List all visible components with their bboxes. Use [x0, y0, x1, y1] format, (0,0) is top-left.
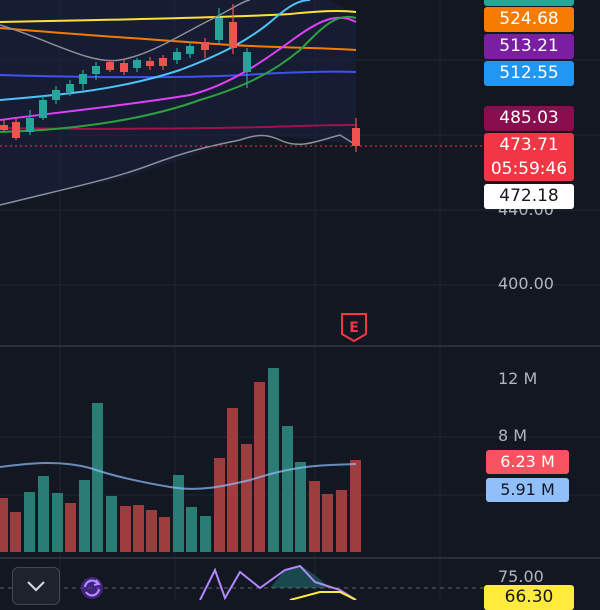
price-tag-maroon: 485.03 — [484, 106, 574, 131]
bollinger-band-fill — [0, 0, 356, 205]
volume-bar — [295, 462, 306, 552]
price-tag-green — [484, 0, 574, 6]
current-price-value: 473.71 — [499, 135, 559, 155]
volume-bar — [0, 498, 8, 552]
volume-bar — [214, 458, 225, 552]
candle-body — [186, 46, 194, 54]
volume-bar — [200, 516, 211, 552]
current-price-tag: 473.71 05:59:46 — [484, 133, 574, 181]
volume-ma-line — [0, 462, 357, 490]
bollinger-lower — [0, 134, 357, 206]
volume-series — [0, 368, 361, 552]
volume-bar — [92, 403, 103, 552]
ma-green — [0, 15, 357, 133]
volume-bar — [350, 460, 361, 552]
collapse-pane-button[interactable] — [12, 567, 60, 605]
rsi-ma-line — [289, 591, 357, 600]
moving-averages — [0, 0, 357, 206]
rsi-axis-label: 75.00 — [498, 567, 544, 586]
volume-bar — [79, 480, 90, 552]
ma-yellow — [0, 9, 357, 23]
volume-bar — [10, 512, 21, 552]
volume-bar — [186, 507, 197, 552]
price-axis-label: 400.00 — [498, 274, 554, 293]
ma-cyan — [0, 0, 311, 101]
candle-body — [201, 42, 209, 50]
candlestick-series — [0, 4, 360, 152]
volume-bar — [336, 490, 347, 552]
candle-body — [79, 74, 87, 84]
volume-bar — [38, 476, 49, 552]
candle-body — [173, 52, 181, 60]
volume-bar — [173, 475, 184, 552]
candle-body — [12, 122, 20, 138]
volume-axis-label: 8 M — [498, 426, 528, 445]
candle-body — [106, 62, 114, 70]
sync-button[interactable] — [78, 574, 106, 600]
volume-bar — [322, 494, 333, 552]
candle-body — [120, 63, 128, 72]
ma-maroon — [0, 124, 357, 130]
volume-bar — [282, 426, 293, 552]
price-tag-blue: 512.55 — [484, 61, 574, 86]
volume-bar — [159, 517, 170, 552]
earnings-marker[interactable]: E — [340, 312, 368, 343]
volume-bar — [309, 481, 320, 552]
volume-bar — [268, 368, 279, 552]
volume-axis-label: 12 M — [498, 369, 538, 388]
candle-body — [352, 128, 360, 146]
price-tag-purple: 513.21 — [484, 34, 574, 59]
price-tag-orange: 524.68 — [484, 7, 574, 32]
ma-blue — [0, 70, 357, 79]
volume-ma-value-tag: 5.91 M — [486, 478, 569, 502]
candle-body — [66, 84, 74, 92]
volume-value-tag: 6.23 M — [486, 450, 569, 474]
candle-body — [243, 52, 251, 72]
volume-bar — [146, 510, 157, 552]
candle-body — [215, 18, 223, 40]
volume-bar — [52, 493, 63, 552]
volume-bar — [106, 496, 117, 552]
volume-bar — [254, 382, 265, 552]
candle-body — [146, 61, 154, 66]
volume-bar — [227, 408, 238, 552]
candle-body — [52, 90, 60, 100]
bar-countdown: 05:59:46 — [490, 159, 568, 179]
rsi-line — [199, 564, 357, 600]
candle-body — [159, 58, 167, 66]
volume-bar — [65, 503, 76, 552]
ma-orange — [0, 27, 357, 51]
candle-body — [0, 125, 8, 130]
earnings-badge-icon: E — [341, 313, 367, 343]
volume-bar — [120, 506, 131, 552]
volume-bar — [241, 444, 252, 552]
volume-bar — [24, 492, 35, 552]
sync-icon — [81, 577, 103, 599]
candle-body — [133, 60, 141, 68]
candle-body — [26, 118, 34, 132]
bollinger-upper — [0, 0, 251, 62]
candle-body — [92, 66, 100, 74]
earnings-letter: E — [349, 320, 359, 336]
candle-body — [229, 22, 237, 48]
price-tag-white: 472.18 — [484, 184, 574, 209]
ma-purple — [0, 16, 357, 121]
candle-body — [39, 100, 47, 118]
volume-bar — [133, 505, 144, 552]
rsi-value-tag: 66.30 — [484, 585, 574, 610]
chevron-down-icon — [27, 581, 45, 592]
